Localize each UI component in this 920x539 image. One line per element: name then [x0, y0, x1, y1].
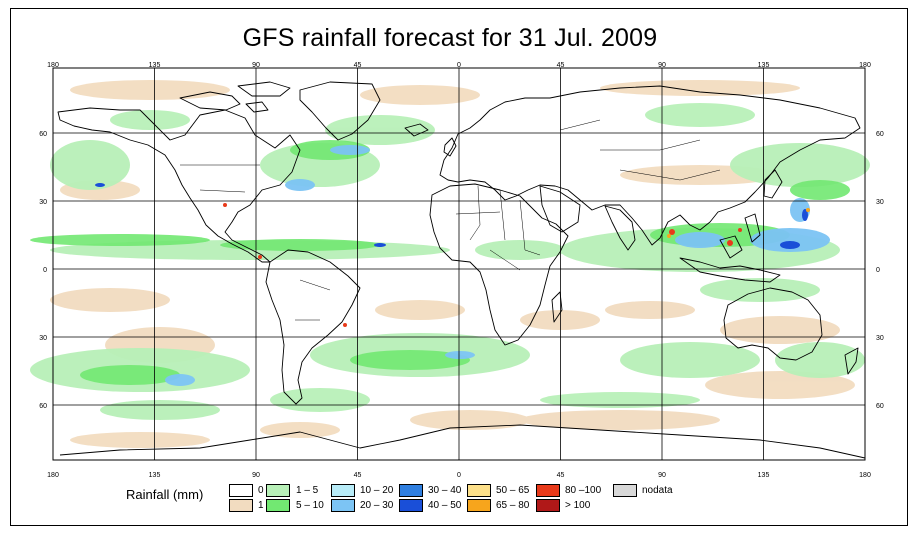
legend-label: 40 – 50: [428, 500, 462, 511]
top-lon-label: 90: [658, 62, 666, 69]
top-longitude-labels: 180 135 90 45 0 45 90 135 180: [47, 62, 871, 69]
top-lon-label: 135: [149, 62, 161, 69]
eurasia-outline: [439, 85, 861, 246]
legend-label: 65 – 80: [496, 500, 530, 511]
uk-outline: [443, 137, 457, 157]
antarctica-outline: [59, 424, 866, 459]
map-border: [52, 67, 866, 461]
map-title: GFS rainfall forecast for 31 Jul. 2009: [242, 24, 658, 52]
legend-swatch: [399, 499, 423, 512]
country-borders: [180, 119, 721, 321]
right-lat-label: 30: [876, 199, 884, 206]
bottom-lon-label: 90: [658, 472, 666, 479]
india-outline: [604, 205, 636, 251]
legend-label: 0: [258, 485, 264, 496]
legend-swatch: [229, 484, 253, 497]
greenland-outline: [299, 81, 381, 141]
legend-swatch: [399, 484, 423, 497]
legend-label: 1 – 5: [296, 485, 319, 496]
madagascar-outline: [551, 291, 563, 323]
legend-swatch: [331, 484, 355, 497]
rainfall-heavy: [95, 183, 808, 249]
coastlines: [57, 81, 866, 459]
legend-swatch: [331, 499, 355, 512]
legend-label: 5 – 10: [296, 500, 324, 511]
graticule: [53, 68, 865, 460]
bottom-lon-label: 90: [252, 472, 260, 479]
legend-label: 1: [258, 500, 264, 511]
bottom-lon-label: 0: [457, 472, 461, 479]
top-lon-label: 0: [457, 62, 461, 69]
top-lon-label: 45: [354, 62, 362, 69]
top-lon-label: 135: [758, 62, 770, 69]
right-lat-label: 30: [876, 335, 884, 342]
rainfall-extreme: [223, 203, 742, 327]
legend-swatch: [536, 484, 560, 497]
legend-swatch: [467, 484, 491, 497]
south-america-outline: [265, 249, 361, 405]
legend-swatch: [536, 499, 560, 512]
legend-label: 20 – 30: [360, 500, 394, 511]
legend-title: Rainfall (mm): [126, 487, 204, 502]
legend-swatch: [266, 499, 290, 512]
japan-outline: [763, 169, 783, 199]
left-lat-label: 0: [43, 267, 47, 274]
bottom-lon-label: 180: [47, 472, 59, 479]
legend-swatch: [229, 499, 253, 512]
top-lon-label: 90: [252, 62, 260, 69]
top-lon-label: 180: [47, 62, 59, 69]
arctic-islands-outline: [179, 81, 291, 113]
bottom-longitude-labels: 180 135 90 45 0 45 90 135 180: [47, 472, 871, 479]
legend-label: > 100: [565, 500, 591, 511]
north-america-outline: [57, 107, 301, 263]
legend-swatch: [266, 484, 290, 497]
top-lon-label: 45: [557, 62, 565, 69]
legend-label: 50 – 65: [496, 485, 530, 496]
australia-outline: [723, 287, 823, 361]
left-lat-label: 30: [39, 335, 47, 342]
figure-frame: [10, 8, 908, 526]
bottom-lon-label: 45: [557, 472, 565, 479]
right-lat-label: 0: [876, 267, 880, 274]
left-lat-label: 30: [39, 199, 47, 206]
new-zealand-outline: [844, 347, 859, 375]
legend-label: 10 – 20: [360, 485, 394, 496]
legend-swatch: [467, 499, 491, 512]
right-latitude-labels: 60 30 0 30 60: [876, 131, 884, 410]
arabia-outline: [539, 185, 581, 233]
left-lat-label: 60: [39, 131, 47, 138]
right-lat-label: 60: [876, 131, 884, 138]
rainfall-green: [30, 140, 850, 385]
africa-outline: [429, 183, 569, 346]
legend-label: 30 – 40: [428, 485, 462, 496]
bottom-lon-label: 135: [758, 472, 770, 479]
rainfall-orange: [667, 208, 810, 238]
bottom-lon-label: 135: [149, 472, 161, 479]
legend-label: 80 –100: [565, 485, 602, 496]
top-lon-label: 180: [859, 62, 871, 69]
bottom-lon-label: 180: [859, 472, 871, 479]
right-lat-label: 60: [876, 403, 884, 410]
indonesia-outline: [679, 213, 781, 283]
left-latitude-labels: 60 30 0 30 60: [39, 131, 47, 410]
left-lat-label: 60: [39, 403, 47, 410]
legend-label: nodata: [642, 485, 673, 496]
legend-swatch: [613, 484, 637, 497]
bottom-lon-label: 45: [354, 472, 362, 479]
